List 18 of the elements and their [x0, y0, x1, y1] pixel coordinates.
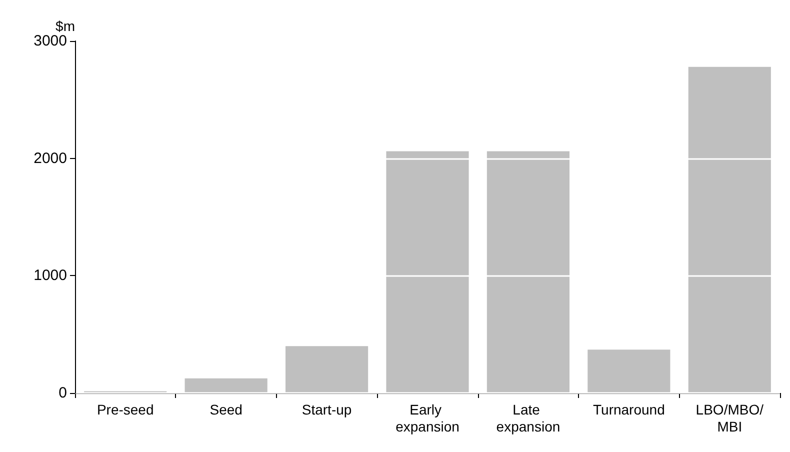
- y-axis-title: $m: [56, 18, 75, 34]
- bar: [486, 151, 570, 393]
- x-tick-label: LBO/MBO/MBI: [696, 402, 764, 434]
- bar: [688, 66, 771, 393]
- x-tick-label: Late expansion: [496, 402, 560, 434]
- x-tick-label: Start-up: [302, 402, 352, 418]
- y-tick-label: 0: [58, 384, 67, 402]
- x-tick-label: Pre-seed: [96, 402, 154, 418]
- bar: [588, 350, 670, 393]
- bar: [285, 346, 368, 393]
- y-tick-label: 1000: [34, 267, 67, 284]
- y-tick-label: 2000: [34, 150, 67, 167]
- y-tick-label: 3000: [34, 32, 67, 50]
- bar: [386, 151, 469, 393]
- x-tick-label: Early expansion: [396, 402, 460, 434]
- x-tick-label: Turnaround: [593, 402, 665, 418]
- bar: [184, 378, 268, 393]
- x-tick-label: Seed: [210, 402, 242, 418]
